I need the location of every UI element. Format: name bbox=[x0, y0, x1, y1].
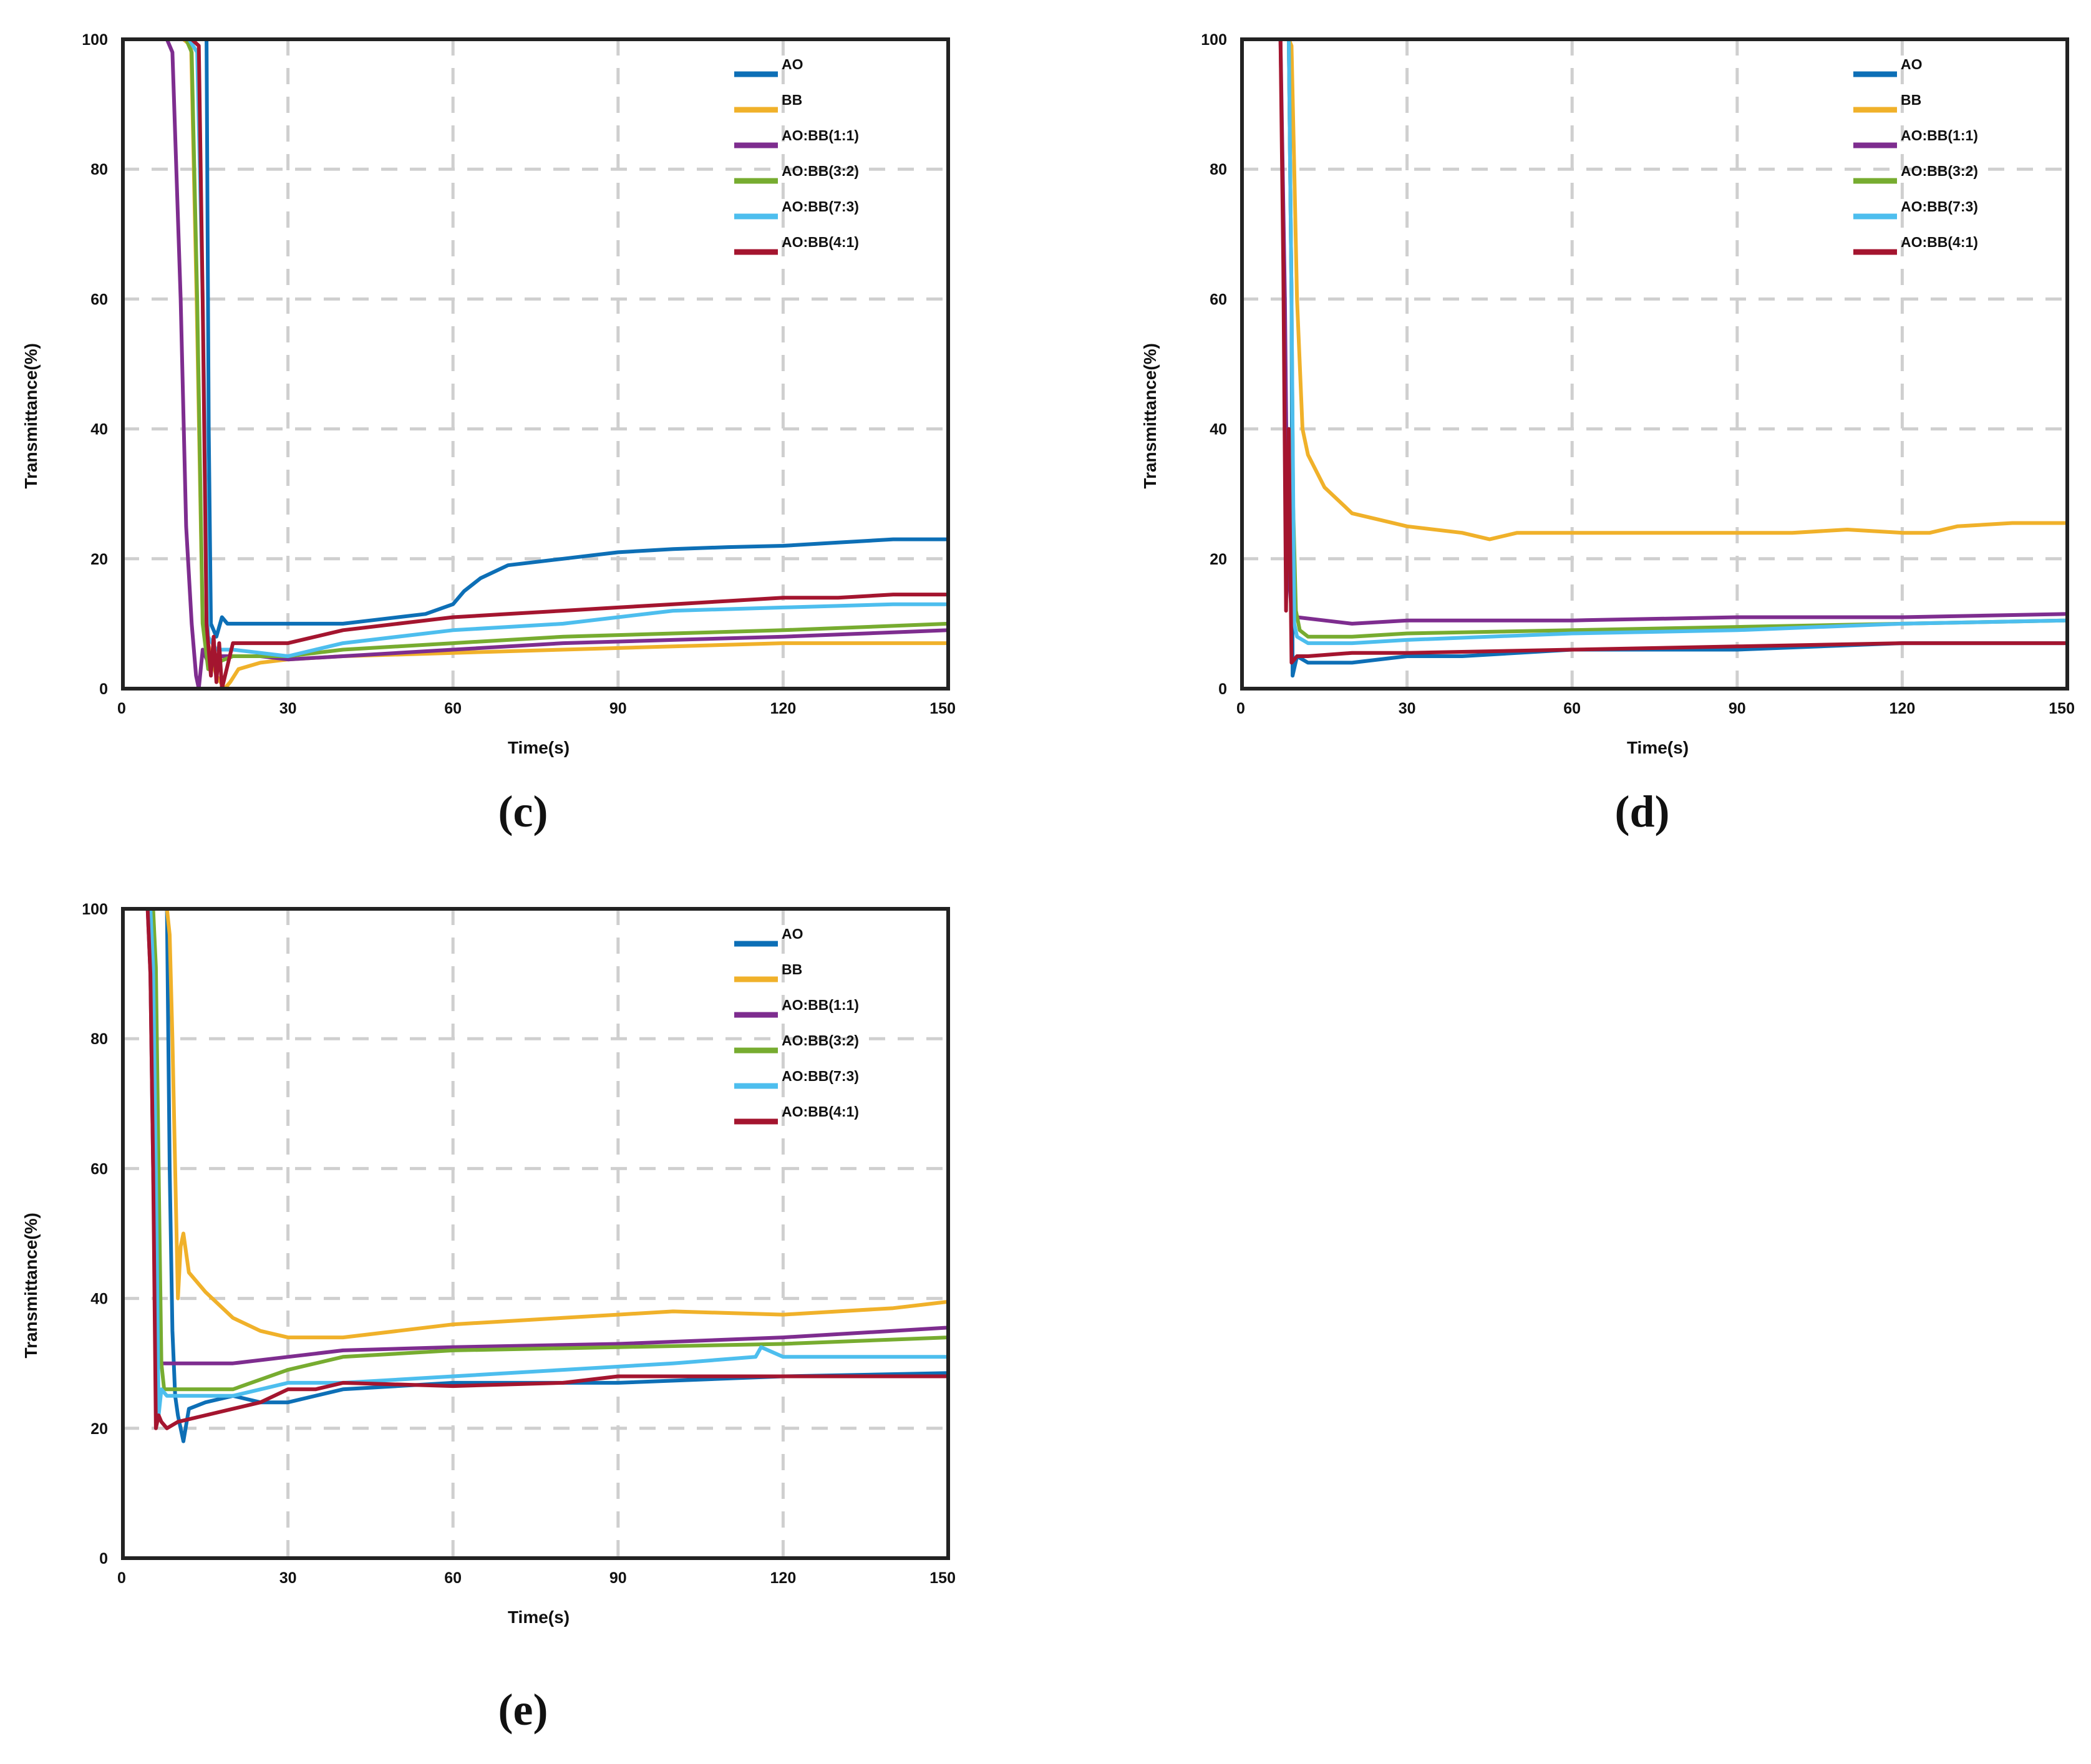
panel-label: (c) bbox=[498, 787, 548, 836]
x-tick-label: 60 bbox=[1563, 700, 1581, 717]
legend: AO BB AO:BB(1:1) AO:BB(3:2) AO:BB(7:3) AO:BB(… bbox=[734, 56, 859, 255]
y-tick-label: 60 bbox=[1210, 291, 1227, 308]
chart-panel-c: 0 30 60 90 120 150 0 20 40 60 80 100 Time(s) Transmit… bbox=[21, 31, 956, 836]
y-axis-label: Transmittance(%) bbox=[21, 343, 41, 488]
series-line-ao-bb-1-1 bbox=[123, 908, 948, 1365]
y-tick-label: 20 bbox=[1210, 551, 1227, 568]
legend-label-bb: BB bbox=[782, 92, 802, 108]
x-tick-label: 30 bbox=[1399, 700, 1416, 717]
y-tick-label: 0 bbox=[99, 681, 108, 698]
legend-label-ao-bb-1-1: AO:BB(1:1) bbox=[782, 997, 859, 1013]
legend-label-ao-bb-3-2: AO:BB(3:2) bbox=[782, 163, 859, 179]
x-tick-label: 30 bbox=[279, 700, 297, 717]
legend-label-ao-bb-4-1: AO:BB(4:1) bbox=[1901, 234, 1978, 250]
chart-panel-e: 0 30 60 90 120 150 0 20 40 60 80 100 Time(s) Transmit… bbox=[21, 901, 956, 1735]
y-tick-label: 20 bbox=[90, 1420, 108, 1438]
series-line-ao bbox=[123, 908, 948, 1443]
y-tick-label: 80 bbox=[1210, 161, 1227, 178]
x-tick-label: 150 bbox=[2049, 700, 2075, 717]
legend-label-ao-bb-7-3: AO:BB(7:3) bbox=[782, 198, 859, 215]
plot-frame bbox=[121, 37, 950, 691]
y-tick-label: 0 bbox=[1218, 681, 1227, 698]
plot-frame bbox=[121, 907, 950, 1560]
y-axis-label: Transmittance(%) bbox=[21, 1213, 41, 1358]
x-tick-label: 120 bbox=[770, 1569, 797, 1587]
x-tick-label: 0 bbox=[117, 1569, 126, 1587]
x-axis-label: Time(s) bbox=[1627, 738, 1689, 757]
series-line-ao-bb-7-3 bbox=[123, 908, 948, 1417]
legend-label-ao: AO bbox=[782, 926, 803, 942]
series-lines bbox=[1242, 38, 2067, 678]
y-tick-label: 40 bbox=[90, 1291, 108, 1308]
x-tick-label: 0 bbox=[117, 700, 126, 717]
y-tick-label: 20 bbox=[90, 551, 108, 568]
y-tick-label: 100 bbox=[82, 31, 108, 49]
series-line-ao bbox=[123, 38, 948, 639]
legend-label-ao-bb-1-1: AO:BB(1:1) bbox=[1901, 127, 1978, 143]
x-tick-label: 60 bbox=[444, 1569, 462, 1587]
series-line-ao-bb-7-3 bbox=[1242, 38, 2067, 646]
x-tick-label: 150 bbox=[929, 700, 956, 717]
y-axis-label: Transmittance(%) bbox=[1140, 343, 1160, 488]
x-tick-label: 0 bbox=[1236, 700, 1245, 717]
series-lines bbox=[123, 908, 948, 1443]
y-tick-label: 100 bbox=[1201, 31, 1227, 49]
series-line-ao-bb-4-1 bbox=[123, 908, 948, 1430]
x-tick-label: 90 bbox=[609, 1569, 627, 1587]
legend-label-ao-bb-7-3: AO:BB(7:3) bbox=[782, 1068, 859, 1084]
chart-panel-d: 0 30 60 90 120 150 0 20 40 60 80 100 Time(s) Transmit… bbox=[1140, 31, 2075, 836]
y-tick-label: 60 bbox=[90, 291, 108, 308]
series-lines bbox=[123, 38, 948, 690]
y-tick-label: 40 bbox=[90, 421, 108, 439]
x-axis-label: Time(s) bbox=[508, 738, 570, 757]
panel-label: (e) bbox=[498, 1685, 548, 1735]
series-line-bb bbox=[123, 908, 948, 1340]
x-tick-label: 90 bbox=[1729, 700, 1746, 717]
legend-label-ao: AO bbox=[782, 56, 803, 72]
legend: AO BB AO:BB(1:1) AO:BB(3:2) AO:BB(7:3) AO:BB(… bbox=[734, 926, 859, 1125]
legend: AO BB AO:BB(1:1) AO:BB(3:2) AO:BB(7:3) AO:BB(… bbox=[1853, 56, 1978, 255]
legend-label-ao: AO bbox=[1901, 56, 1923, 72]
x-tick-label: 120 bbox=[770, 700, 797, 717]
panel-label: (d) bbox=[1615, 787, 1670, 836]
x-tick-label: 150 bbox=[929, 1569, 956, 1587]
y-tick-label: 60 bbox=[90, 1160, 108, 1178]
series-line-ao-bb-3-2 bbox=[123, 38, 948, 671]
y-tick-label: 40 bbox=[1210, 421, 1227, 439]
plot-frame bbox=[1240, 37, 2069, 691]
legend-label-bb: BB bbox=[1901, 92, 1921, 108]
x-axis-label: Time(s) bbox=[508, 1607, 570, 1627]
y-tick-label: 80 bbox=[90, 1030, 108, 1048]
legend-label-ao-bb-1-1: AO:BB(1:1) bbox=[782, 127, 859, 143]
legend-label-bb: BB bbox=[782, 961, 802, 977]
legend-label-ao-bb-4-1: AO:BB(4:1) bbox=[782, 1103, 859, 1120]
y-tick-label: 80 bbox=[90, 161, 108, 178]
legend-label-ao-bb-3-2: AO:BB(3:2) bbox=[782, 1032, 859, 1049]
series-line-ao-bb-4-1 bbox=[123, 38, 948, 690]
series-line-ao-bb-3-2 bbox=[123, 908, 948, 1392]
y-tick-label: 0 bbox=[99, 1550, 108, 1568]
series-line-bb bbox=[1242, 38, 2067, 541]
series-line-ao-bb-4-1 bbox=[1242, 38, 2067, 665]
x-tick-label: 30 bbox=[279, 1569, 297, 1587]
legend-label-ao-bb-7-3: AO:BB(7:3) bbox=[1901, 198, 1978, 215]
x-tick-label: 120 bbox=[1890, 700, 1916, 717]
x-tick-label: 60 bbox=[444, 700, 462, 717]
x-tick-label: 90 bbox=[609, 700, 627, 717]
y-tick-label: 100 bbox=[82, 901, 108, 918]
legend-label-ao-bb-3-2: AO:BB(3:2) bbox=[1901, 163, 1978, 179]
legend-label-ao-bb-4-1: AO:BB(4:1) bbox=[782, 234, 859, 250]
